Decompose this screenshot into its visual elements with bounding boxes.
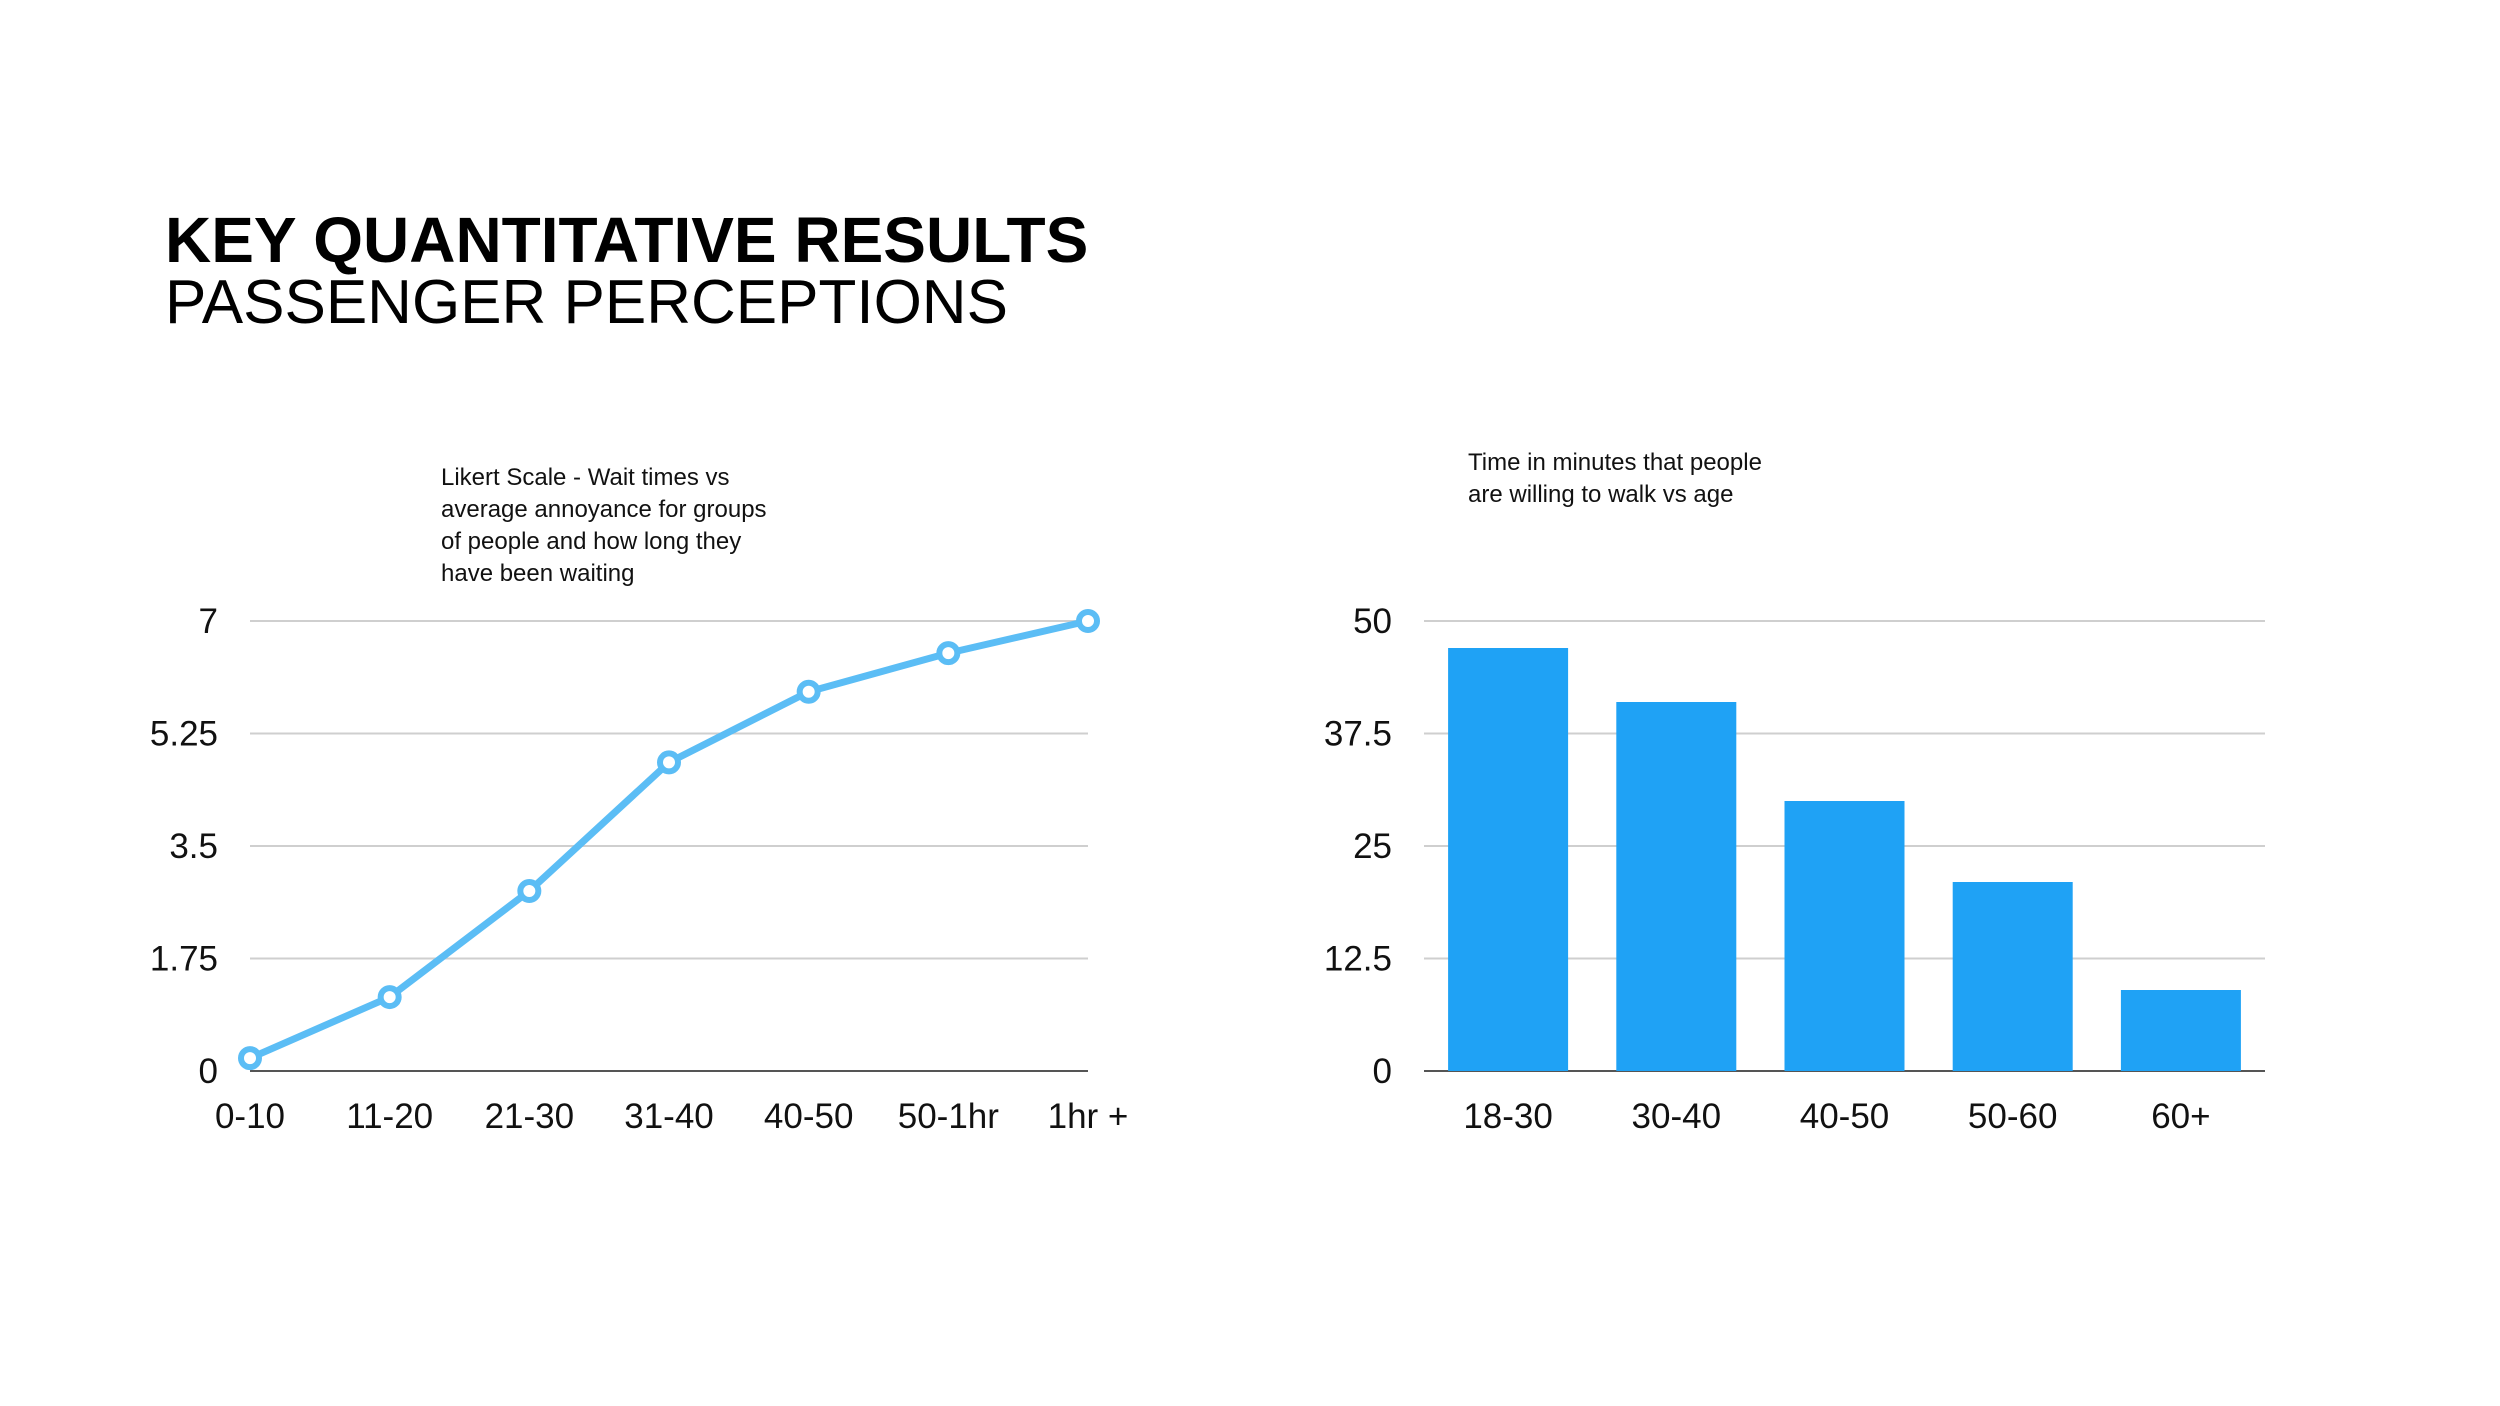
- line-chart-x-tick-label: 0-10: [215, 1097, 285, 1136]
- line-chart-point: [517, 879, 542, 903]
- bar-chart-bar: [1952, 882, 2073, 1071]
- slide-title: KEY QUANTITATIVE RESULTS: [165, 204, 1089, 276]
- line-chart: 0 1.75 3.5 5.25 7 0-10 11-20 21-30 31-40 40-50 50-…: [150, 602, 1129, 1136]
- bar-chart-bar: [1616, 702, 1737, 1071]
- line-chart-y-tick-label: 1.75: [150, 940, 218, 979]
- line-chart-caption: Likert Scale - Wait times vs average ann…: [441, 464, 767, 587]
- bar-chart-x-tick-label: 50-60: [1968, 1097, 2058, 1136]
- bar-chart-x-tick-label: 40-50: [1800, 1097, 1890, 1136]
- line-chart-point: [657, 750, 681, 775]
- line-chart-point: [238, 1046, 262, 1071]
- bar-chart-bar: [1784, 801, 1905, 1071]
- line-chart-point: [377, 985, 402, 1010]
- bar-chart-y-tick-label: 37.5: [1324, 715, 1392, 754]
- bar-chart-x-tick-label: 30-40: [1632, 1097, 1722, 1136]
- line-chart-point: [796, 679, 821, 704]
- bar-chart-bar: [1448, 648, 1569, 1071]
- bar-chart-y-tick-label: 50: [1353, 602, 1392, 641]
- line-chart-x-tick-label: 50-1hr: [898, 1097, 1000, 1136]
- bar-chart-caption: Time in minutes that people are willing …: [1468, 449, 1762, 508]
- line-chart-y-tick-label: 0: [199, 1052, 218, 1091]
- bar-chart-y-tick-label: 0: [1373, 1052, 1392, 1091]
- line-chart-y-tick-label: 7: [199, 602, 218, 641]
- slide-subtitle: PASSENGER PERCEPTIONS: [165, 268, 1008, 337]
- bar-chart-x-tick-label: 18-30: [1463, 1097, 1553, 1136]
- bar-chart-y-tick-label: 25: [1353, 827, 1392, 866]
- bar-chart-bar: [2120, 990, 2241, 1071]
- line-chart-point: [1076, 609, 1100, 633]
- line-chart-x-tick-label: 40-50: [764, 1097, 854, 1136]
- line-chart-x-tick-label: 11-20: [346, 1097, 433, 1136]
- line-chart-x-tick-label: 1hr +: [1048, 1097, 1129, 1136]
- bar-chart-x-tick-label: 60+: [2151, 1097, 2210, 1136]
- line-chart-y-tick-label: 5.25: [150, 715, 218, 754]
- line-chart-y-tick-label: 3.5: [169, 827, 218, 866]
- bar-chart-y-tick-label: 12.5: [1324, 940, 1392, 979]
- line-chart-x-tick-label: 21-30: [485, 1097, 575, 1136]
- bar-chart: 0 12.5 25 37.5 50 18-30 30-40 40-50 50-60 60+: [1324, 602, 2265, 1136]
- line-chart-point: [936, 641, 961, 666]
- line-chart-x-tick-label: 31-40: [624, 1097, 714, 1136]
